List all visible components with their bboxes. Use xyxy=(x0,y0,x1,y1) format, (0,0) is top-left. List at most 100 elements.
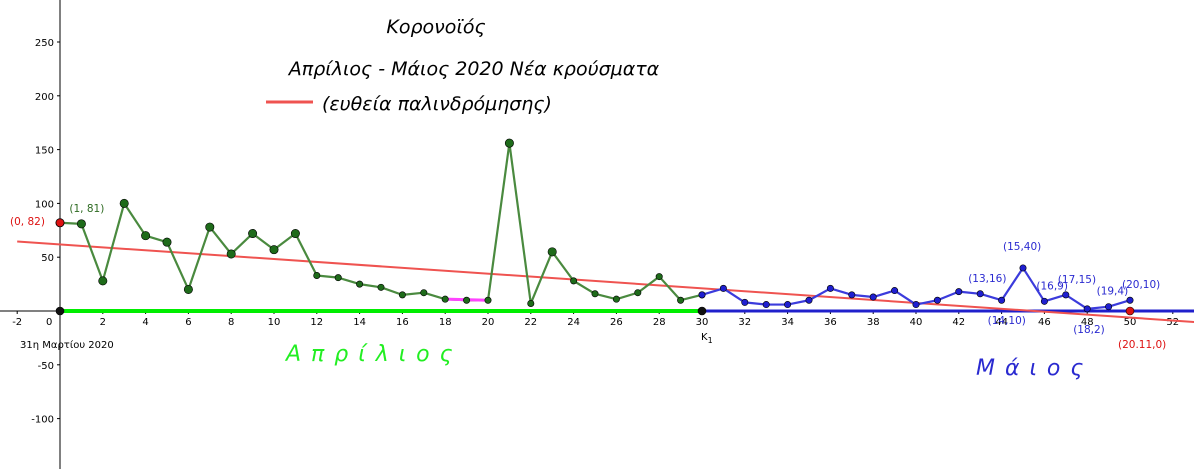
point-annotations: (0, 82) (1, 81) (15,40) (13,16) (16,9)(17,15… xyxy=(10,203,1166,351)
data-point xyxy=(398,291,406,299)
point-annotation: (17,15) xyxy=(1058,274,1096,286)
data-point xyxy=(655,273,663,281)
x-tick-label: 8 xyxy=(228,317,234,328)
data-point xyxy=(484,296,492,304)
data-point xyxy=(784,301,792,309)
y-tick-label: 100 xyxy=(35,199,54,210)
data-point xyxy=(313,271,321,279)
point-annotation: (16,9) xyxy=(1036,280,1068,292)
x-tick-label: 12 xyxy=(310,317,323,328)
data-point xyxy=(634,289,642,297)
data-point xyxy=(356,280,364,288)
point-annotation: (13,16) xyxy=(968,273,1006,285)
data-point xyxy=(377,283,385,291)
data-point xyxy=(441,295,449,303)
data-point xyxy=(741,298,749,306)
data-point xyxy=(698,291,706,299)
x-tick-label: 24 xyxy=(567,317,580,328)
x-tick-label: 46 xyxy=(1038,317,1051,328)
data-point xyxy=(869,293,877,301)
data-point xyxy=(805,296,813,304)
k-point-label: K1 xyxy=(701,332,713,345)
data-point xyxy=(1105,303,1113,311)
data-point xyxy=(76,219,86,229)
data-point xyxy=(912,301,920,309)
point-annotation: (0, 82) xyxy=(10,216,45,228)
data-point xyxy=(826,284,834,292)
y-tick-label: 50 xyxy=(41,253,54,264)
x-tick-label: 44 xyxy=(995,317,1008,328)
data-point xyxy=(998,296,1006,304)
data-point xyxy=(205,222,215,232)
data-point xyxy=(933,296,941,304)
data-point xyxy=(1062,291,1070,299)
x-tick-label: 32 xyxy=(738,317,751,328)
y-tick-label: 150 xyxy=(35,146,54,157)
data-point xyxy=(612,295,620,303)
point-annotation: (20,10) xyxy=(1122,279,1160,291)
point-annotation: (19,4) xyxy=(1097,286,1129,298)
data-point xyxy=(334,274,342,282)
special-point xyxy=(1125,306,1135,316)
k-point-letter: K xyxy=(701,332,708,343)
month-label-april: Απρίλιος xyxy=(284,342,463,367)
point-annotation: (14,10) xyxy=(988,315,1026,327)
chart-subtitle: Απρίλιος - Μάιος 2020 Νέα κρούσματα xyxy=(287,58,660,80)
data-point xyxy=(420,289,428,297)
data-point xyxy=(547,247,557,257)
x-tick-label: 10 xyxy=(268,317,281,328)
data-point xyxy=(848,291,856,299)
y-tick-label: -100 xyxy=(31,415,54,426)
chart-title: Κορονοϊός xyxy=(386,16,485,38)
special-point xyxy=(697,306,707,316)
x-tick-label: 16 xyxy=(396,317,409,328)
data-point xyxy=(269,245,279,255)
data-point xyxy=(141,231,151,241)
series-points xyxy=(55,138,1135,316)
data-point xyxy=(891,287,899,295)
y-tick-label: 200 xyxy=(35,92,54,103)
x-tick-label: 22 xyxy=(524,317,537,328)
legend-label-regression: (ευθεία παλινδρόμησης) xyxy=(322,93,552,115)
origin-date-label: 31η Μαρτίου 2020 xyxy=(20,339,114,351)
x-tick-label: -2 xyxy=(12,317,22,328)
point-annotation: (15,40) xyxy=(1003,241,1041,253)
special-point xyxy=(55,218,65,228)
x-tick-label: 4 xyxy=(142,317,148,328)
x-tick-label: 30 xyxy=(696,317,709,328)
x-tick-label: 26 xyxy=(610,317,623,328)
month-label-may: Μάιος xyxy=(976,356,1093,381)
data-point xyxy=(504,138,514,148)
x-tick-label: 40 xyxy=(910,317,923,328)
x-tick-label: 38 xyxy=(867,317,880,328)
x-tick-label: 34 xyxy=(781,317,794,328)
data-point xyxy=(527,299,535,307)
series-lines xyxy=(17,142,1194,323)
data-point xyxy=(226,249,236,259)
special-point xyxy=(55,306,65,316)
y-tick-label: -50 xyxy=(38,361,54,372)
tick-labels: -2 2 4 6 8 10 12 14 16 18 20 22 24 26 28 30 32 34 36 38 40 42… xyxy=(12,38,1179,426)
data-point xyxy=(162,237,172,247)
x-tick-label: 2 xyxy=(100,317,106,328)
data-point xyxy=(955,288,963,296)
regression-line xyxy=(17,240,1194,323)
data-point xyxy=(1019,264,1027,272)
x-tick-label: 52 xyxy=(1166,317,1179,328)
data-point xyxy=(762,301,770,309)
data-point xyxy=(570,277,578,285)
data-point xyxy=(290,229,300,239)
point-annotation: (1, 81) xyxy=(69,203,104,215)
data-point xyxy=(591,290,599,298)
x-tick-label: 42 xyxy=(952,317,965,328)
x-tick-label: 14 xyxy=(353,317,366,328)
origin-label: 0 xyxy=(46,317,52,328)
point-annotation: (20.11,0) xyxy=(1118,339,1166,351)
series-line-april xyxy=(59,142,703,305)
k-point-subscript: 1 xyxy=(708,336,713,345)
x-tick-label: 48 xyxy=(1081,317,1094,328)
data-point xyxy=(1126,296,1134,304)
x-tick-label: 6 xyxy=(185,317,191,328)
data-point xyxy=(183,284,193,294)
